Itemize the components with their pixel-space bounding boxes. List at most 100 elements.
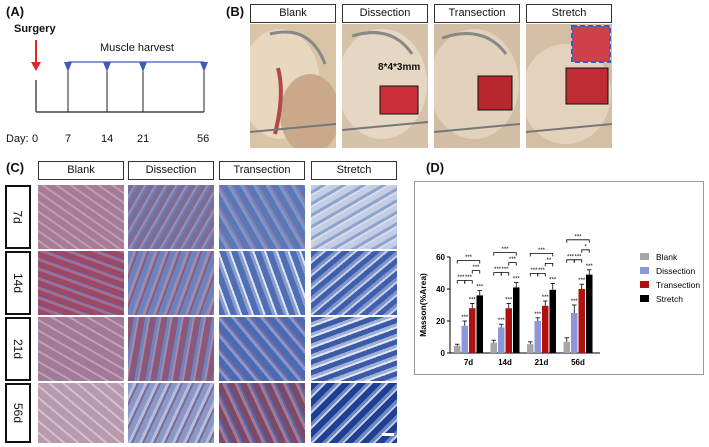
masson-56d-transection [219,383,305,443]
sig-star: *** [586,264,594,270]
sig-bracket [581,249,590,253]
sig-bracket [456,260,481,264]
sig-bracket-label: *** [465,255,473,261]
bar-stretch-21d [549,289,556,353]
masson-14d-blank [38,251,124,315]
bar-blank-56d [563,341,570,353]
masson-21d-dissection [128,317,214,381]
row-label-14d: 14d [5,251,31,315]
sig-bracket-label: *** [509,257,517,263]
sig-bracket-label: *** [574,254,582,260]
sig-star: *** [513,277,521,283]
bar-stretch-14d [513,287,520,353]
y-axis-label: Masson(%Area) [418,273,428,337]
panel-b-header-dissection: Dissection [342,4,428,23]
surgery-photo-transection [434,24,520,148]
legend-label-blank: Blank [656,252,678,262]
sig-bracket-label: *** [501,247,509,253]
panel-b-header-stretch: Stretch [526,4,612,23]
x-tick-label-7d: 7d [464,358,473,367]
masson-7d-stretch [311,185,397,249]
day-21: 21 [137,133,150,145]
bar-stretch-7d [476,295,483,353]
sig-bracket [508,262,517,266]
sig-bracket [537,273,546,277]
legend-swatch-blank [640,253,649,260]
sig-bracket [500,272,510,276]
sig-bracket [544,263,554,267]
day-14: 14 [101,133,114,145]
sig-bracket [471,270,481,274]
sig-star: *** [461,315,469,321]
bar-transection-7d [469,308,476,353]
row-label-56d: 56d [5,383,31,443]
legend-swatch-dissection [640,267,649,274]
timeline-diagram [31,40,208,113]
surgery-photo-blank [250,24,336,148]
y-tick-label: 0 [441,349,446,358]
harvest-marker-56 [200,62,208,72]
bar-stretch-56d [586,274,593,353]
sig-bracket-label: *** [567,254,575,260]
chart-frame [414,181,704,375]
day-7: 7 [65,133,72,145]
masson-14d-stretch [311,251,397,315]
x-tick-label-56d: 56d [571,358,585,367]
row-label-7d: 7d [5,185,31,249]
masson-56d-blank [38,383,124,443]
sig-star: *** [476,285,484,291]
bar-blank-14d [490,342,497,353]
masson-7d-blank [38,185,124,249]
sig-bracket-label: *** [457,275,465,281]
sig-star: *** [542,295,550,301]
x-tick-label-14d: 14d [498,358,512,367]
bar-dissection-7d [461,325,468,353]
sig-star: *** [498,318,506,324]
panel-b-label: (B) [226,4,245,19]
harvest-marker-14 [103,62,111,72]
panel-c-header-transection: Transection [219,161,305,180]
panel-a-label: (A) [6,4,25,19]
masson-21d-blank [38,317,124,381]
sig-star: *** [571,299,579,305]
sig-bracket-label: *** [538,268,546,274]
row-label-21d: 21d [5,317,31,381]
sig-bracket-label: ** [547,258,552,264]
x-tick-label-21d: 21d [535,358,549,367]
sig-star: *** [549,277,557,283]
bar-dissection-14d [498,327,505,353]
sig-bracket [573,259,583,263]
bar-blank-21d [527,344,534,353]
legend-label-transection: Transection [656,280,700,290]
y-tick-label: 60 [436,253,445,262]
legend-label-dissection: Dissection [656,266,695,276]
sig-bracket [493,252,517,256]
sig-bracket [464,280,473,284]
sig-bracket-label: *** [574,234,582,240]
y-tick-label: 40 [436,285,445,294]
panel-c-header-blank: Blank [38,161,124,180]
bar-dissection-56d [571,313,578,353]
harvest-marker-21 [139,62,147,72]
surgery-photo-stretch [526,24,612,148]
panel-d-label: (D) [426,160,445,175]
masson-21d-transection [219,317,305,381]
legend-label-stretch: Stretch [656,294,683,304]
masson-21d-stretch [311,317,397,381]
panel-c-label: (C) [6,160,25,175]
masson-56d-dissection [128,383,214,443]
sig-star: *** [534,312,542,318]
scale-bar [382,433,394,436]
legend-swatch-transection [640,281,649,288]
sig-bracket-label: *** [538,248,546,254]
bar-transection-21d [542,305,549,353]
sig-bracket-label: * [584,244,587,250]
sig-star: *** [469,297,477,303]
masson-7d-transection [219,185,305,249]
sig-bracket-label: *** [472,265,480,271]
masson-14d-transection [219,251,305,315]
sig-star: *** [505,297,513,303]
day-prefix: Day: [6,133,29,145]
sig-bracket-label: *** [501,267,509,273]
